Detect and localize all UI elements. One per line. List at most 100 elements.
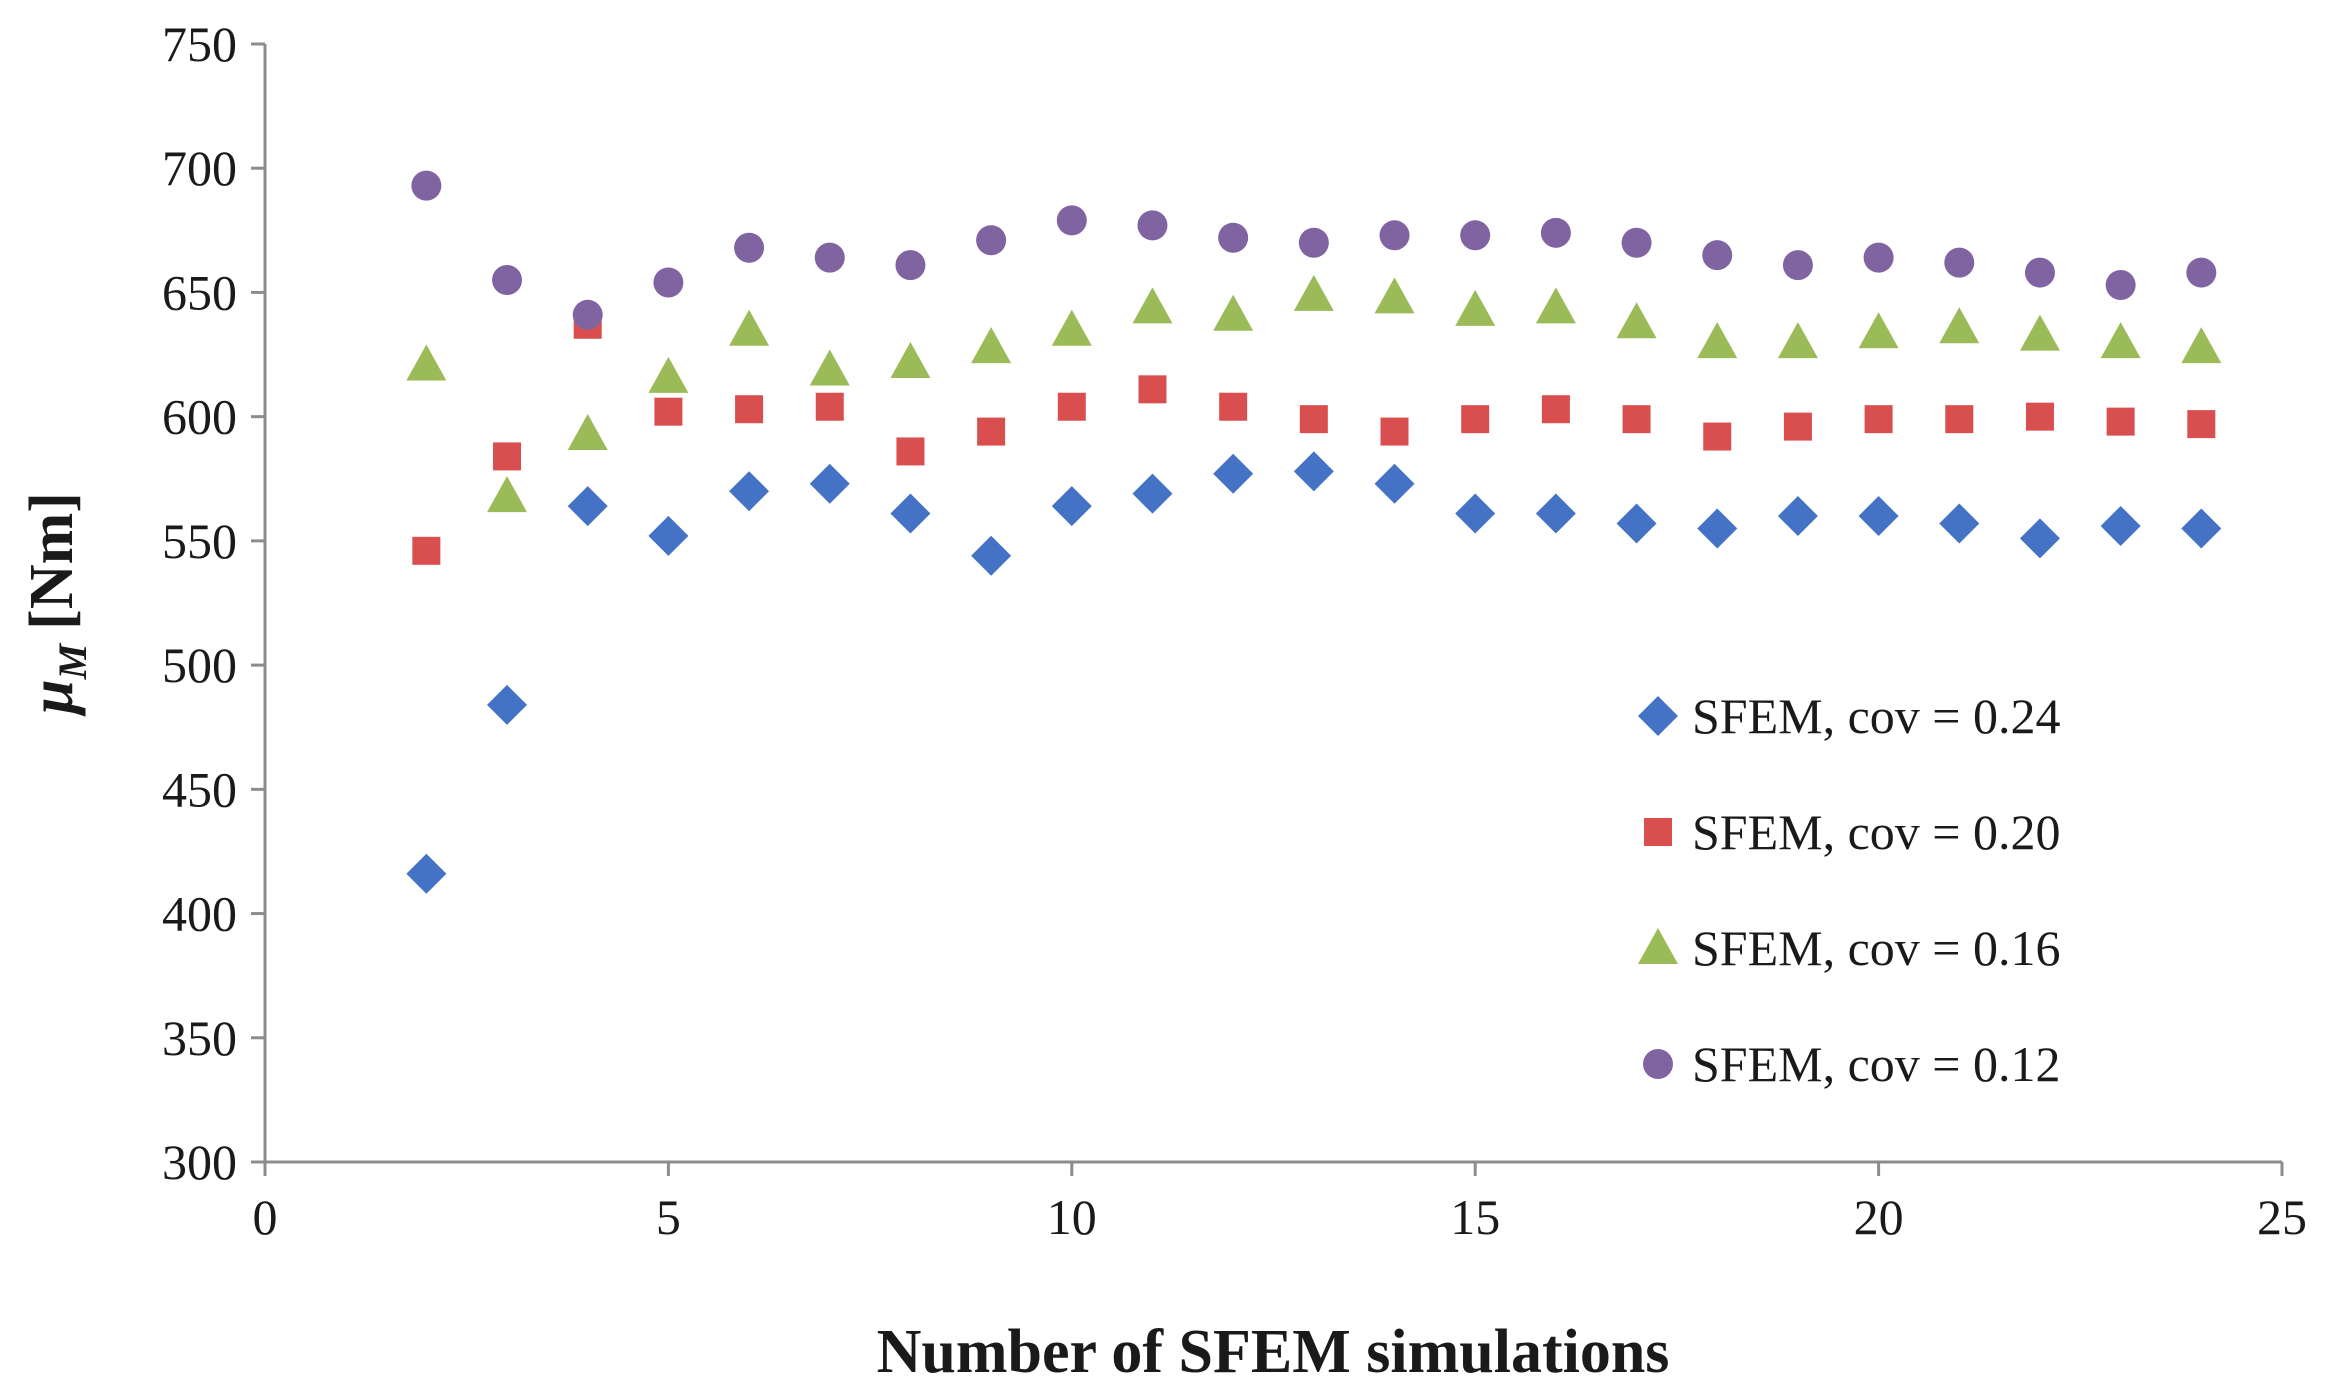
data-point-square bbox=[2187, 410, 2216, 439]
data-point-square bbox=[493, 442, 522, 471]
data-point-circle bbox=[2024, 257, 2055, 288]
data-point-diamond bbox=[971, 535, 1012, 576]
y-tick-label: 350 bbox=[162, 1010, 237, 1066]
y-tick-label: 600 bbox=[162, 389, 237, 445]
data-point-diamond bbox=[729, 471, 770, 512]
data-point-square bbox=[2106, 407, 2135, 436]
series-triangle bbox=[406, 274, 2222, 513]
series-square bbox=[412, 310, 2216, 565]
data-point-triangle bbox=[648, 356, 689, 393]
data-point-diamond bbox=[1213, 453, 1254, 494]
data-point-square bbox=[1783, 412, 1812, 441]
data-point-triangle bbox=[2100, 322, 2141, 359]
data-point-square bbox=[1299, 405, 1328, 434]
data-point-circle bbox=[1863, 242, 1894, 273]
data-point-triangle bbox=[1616, 302, 1657, 339]
data-point-square bbox=[977, 417, 1006, 446]
legend-label: SFEM, cov = 0.12 bbox=[1692, 1036, 2061, 1092]
x-tick-label: 0 bbox=[253, 1189, 278, 1245]
y-axis-title-unit: [Nm] bbox=[18, 492, 86, 630]
data-point-triangle bbox=[890, 342, 931, 379]
y-axis-ticks: 300 350 400 450 500 550 600 650 700 750 bbox=[162, 16, 265, 1190]
y-tick-label: 650 bbox=[162, 264, 237, 320]
data-point-triangle bbox=[1535, 287, 1576, 324]
data-point-diamond bbox=[1374, 463, 1415, 504]
legend-item: SFEM, cov = 0.24 bbox=[1638, 688, 2061, 744]
data-point-circle bbox=[2105, 269, 2136, 300]
data-point-square bbox=[1461, 405, 1490, 434]
data-point-triangle bbox=[1213, 294, 1254, 331]
legend-marker-square bbox=[1644, 818, 1672, 846]
legend-item: SFEM, cov = 0.20 bbox=[1644, 804, 2061, 860]
data-point-circle bbox=[734, 232, 765, 263]
data-point-diamond bbox=[406, 853, 447, 894]
data-point-diamond bbox=[1616, 503, 1657, 544]
data-point-circle bbox=[1782, 250, 1813, 281]
data-point-diamond bbox=[1858, 496, 1899, 537]
data-point-diamond bbox=[567, 486, 608, 527]
axes: 300 350 400 450 500 550 600 650 700 750 0 5 10 15 20 2… bbox=[162, 16, 2307, 1245]
legend-item: SFEM, cov = 0.16 bbox=[1638, 920, 2061, 976]
data-point-square bbox=[2025, 402, 2054, 431]
data-point-square bbox=[735, 395, 764, 424]
data-point-triangle bbox=[2019, 314, 2060, 351]
y-axis-title-subscript: M bbox=[50, 642, 95, 680]
data-point-triangle bbox=[1697, 322, 1738, 359]
data-point-square bbox=[896, 437, 925, 466]
data-point-circle bbox=[895, 250, 926, 281]
data-point-triangle bbox=[1293, 274, 1334, 311]
data-point-square bbox=[1219, 392, 1248, 421]
series-diamond bbox=[406, 451, 2222, 894]
legend-label: SFEM, cov = 0.24 bbox=[1692, 688, 2061, 744]
data-point-circle bbox=[1460, 220, 1491, 251]
x-axis-ticks: 0 5 10 15 20 25 bbox=[253, 1162, 2307, 1245]
legend-label: SFEM, cov = 0.20 bbox=[1692, 804, 2061, 860]
x-tick-label: 10 bbox=[1047, 1189, 1097, 1245]
x-tick-label: 5 bbox=[656, 1189, 681, 1245]
x-tick-label: 20 bbox=[1854, 1189, 1904, 1245]
x-tick-label: 25 bbox=[2257, 1189, 2307, 1245]
data-point-diamond bbox=[890, 493, 931, 534]
data-point-circle bbox=[1540, 217, 1571, 248]
data-point-diamond bbox=[1132, 473, 1173, 514]
data-point-square bbox=[1057, 392, 1086, 421]
data-point-triangle bbox=[2181, 327, 2222, 364]
data-point-triangle bbox=[1939, 307, 1980, 344]
legend-marker-diamond bbox=[1638, 696, 1678, 736]
data-point-triangle bbox=[1374, 277, 1415, 314]
data-point-square bbox=[1622, 405, 1651, 434]
data-point-diamond bbox=[1697, 508, 1738, 549]
data-point-triangle bbox=[1132, 287, 1173, 324]
data-point-triangle bbox=[567, 414, 608, 451]
data-point-diamond bbox=[487, 684, 528, 725]
data-point-circle bbox=[1298, 227, 1329, 258]
data-point-circle bbox=[653, 267, 684, 298]
y-tick-label: 300 bbox=[162, 1134, 237, 1190]
data-point-circle bbox=[814, 242, 845, 273]
x-tick-label: 15 bbox=[1450, 1189, 1500, 1245]
y-tick-label: 750 bbox=[162, 16, 237, 72]
data-point-diamond bbox=[1939, 503, 1980, 544]
data-point-diamond bbox=[2100, 505, 2141, 546]
data-point-triangle bbox=[1455, 289, 1496, 326]
data-point-triangle bbox=[406, 344, 447, 381]
data-point-triangle bbox=[971, 327, 1012, 364]
data-point-circle bbox=[1137, 210, 1168, 241]
data-point-square bbox=[1138, 375, 1167, 404]
data-point-circle bbox=[1702, 240, 1733, 271]
y-tick-label: 450 bbox=[162, 761, 237, 817]
legend-label: SFEM, cov = 0.16 bbox=[1692, 920, 2061, 976]
data-point-diamond bbox=[648, 515, 689, 556]
legend-item: SFEM, cov = 0.12 bbox=[1643, 1036, 2061, 1092]
data-point-circle bbox=[976, 225, 1007, 256]
y-tick-label: 550 bbox=[162, 513, 237, 569]
data-point-triangle bbox=[809, 349, 850, 386]
data-point-diamond bbox=[2019, 518, 2060, 559]
data-point-triangle bbox=[729, 309, 770, 346]
data-point-square bbox=[1541, 395, 1570, 424]
data-point-circle bbox=[572, 299, 603, 330]
data-point-diamond bbox=[1535, 493, 1576, 534]
legend-marker-circle bbox=[1643, 1049, 1673, 1079]
data-point-square bbox=[1703, 422, 1732, 451]
